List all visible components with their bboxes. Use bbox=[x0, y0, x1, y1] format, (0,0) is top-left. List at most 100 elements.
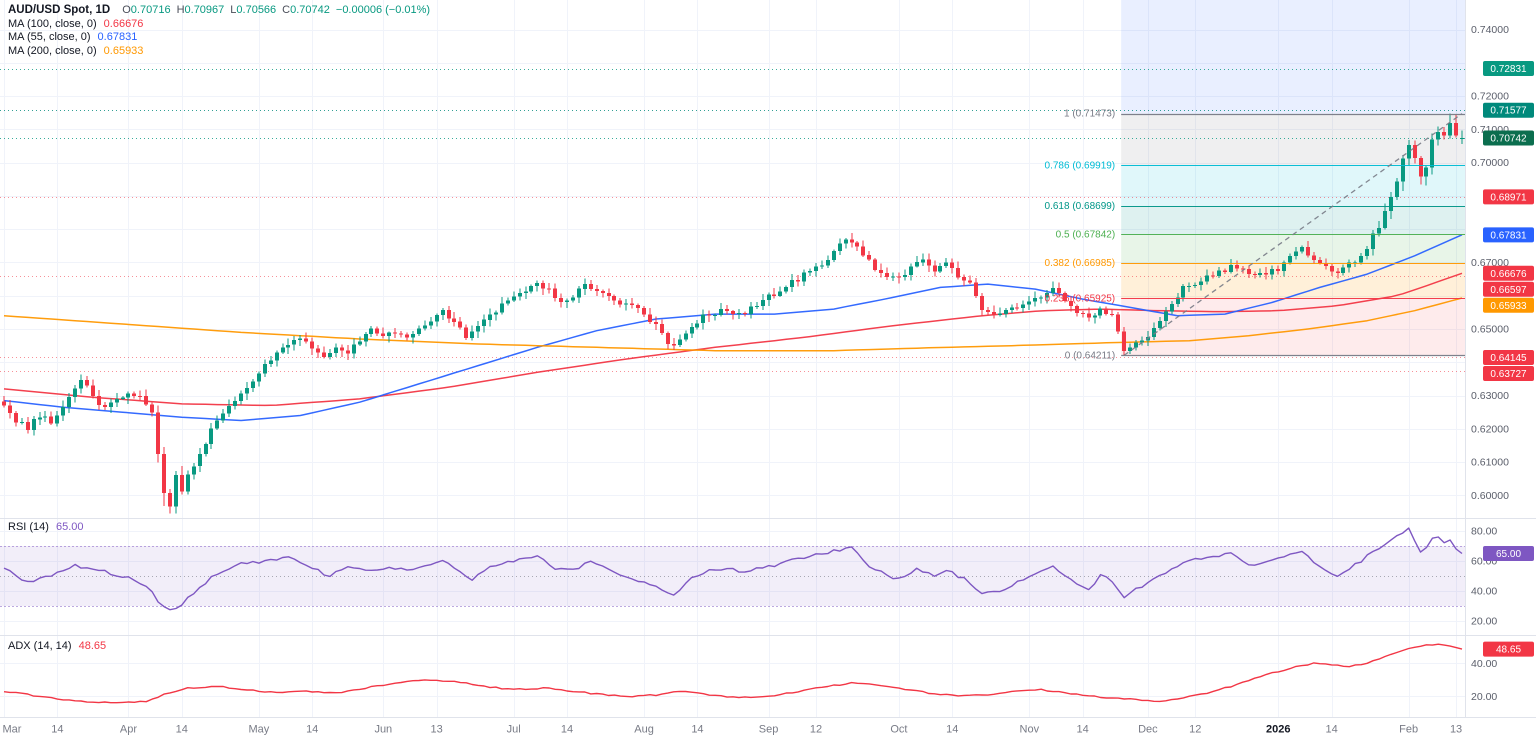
time-label: Aug bbox=[634, 724, 654, 736]
time-label: 14 bbox=[691, 724, 703, 736]
rsi-tick: 40.00 bbox=[1471, 586, 1497, 598]
price-label-text: 0.64145 bbox=[1490, 353, 1527, 364]
time-axis[interactable]: Mar 14 Apr 14 May 14 Jun 13 Jul 14 Aug 14 Sep 12 Oct 14… bbox=[0, 717, 1536, 740]
ohlc-low-label: L bbox=[230, 4, 237, 16]
adx-line bbox=[3, 643, 1463, 704]
price-label-badge bbox=[1483, 61, 1534, 77]
adx-legend[interactable]: ADX (14, 14) 48.65 bbox=[8, 640, 106, 654]
price-tick: 0.62000 bbox=[1471, 423, 1509, 435]
time-label: Oct bbox=[890, 724, 907, 736]
price-label-badge bbox=[1483, 365, 1534, 381]
price-label-text: 0.72831 bbox=[1490, 64, 1527, 75]
indicator-legend-ma200[interactable]: MA (200, close, 0) 0.65933 bbox=[8, 45, 430, 59]
time-label: 14 bbox=[561, 724, 573, 736]
price-label-badge bbox=[1483, 641, 1534, 657]
rsi-value: 65.00 bbox=[55, 521, 84, 533]
time-label: 14 bbox=[1077, 724, 1089, 736]
indicator-legend-ma100[interactable]: MA (100, close, 0) 0.66676 bbox=[8, 18, 430, 32]
candles-layer bbox=[2, 113, 1464, 514]
time-label: 14 bbox=[1325, 724, 1337, 736]
price-label-badge bbox=[1483, 189, 1534, 205]
time-label: Mar bbox=[3, 724, 22, 736]
ohlc-close-value: 0.70742 bbox=[290, 4, 330, 16]
ohlc-open-label: O bbox=[122, 4, 131, 16]
price-label-text: 0.67831 bbox=[1490, 230, 1527, 241]
rsi-tick: 20.00 bbox=[1471, 616, 1497, 628]
rsi-legend[interactable]: RSI (14) 65.00 bbox=[8, 521, 84, 535]
symbol-title[interactable]: AUD/USD Spot, 1D bbox=[8, 4, 111, 16]
adx-tick: 20.00 bbox=[1471, 691, 1497, 703]
time-label: Dec bbox=[1138, 724, 1158, 736]
ohlc-close-label: C bbox=[282, 4, 291, 16]
price-label-text: 0.70742 bbox=[1490, 133, 1527, 144]
fib-level-label: 0.236 (0.65925) bbox=[1045, 293, 1116, 304]
time-label: 14 bbox=[306, 724, 318, 736]
fib-retracement-layer[interactable]: 1 (0.71473) 0.786 (0.69919) 0.618 (0.68699… bbox=[1045, 109, 1465, 362]
adx-label: ADX (14, 14) bbox=[8, 640, 72, 652]
time-label: Jun bbox=[374, 724, 392, 736]
fib-level-label: 0.382 (0.66985) bbox=[1045, 258, 1116, 269]
price-label-text: 0.66597 bbox=[1490, 285, 1527, 296]
indicator-value: 0.67831 bbox=[97, 31, 138, 43]
price-tick: 0.63000 bbox=[1471, 390, 1509, 402]
ma-line bbox=[3, 297, 1463, 352]
price-tick: 0.74000 bbox=[1471, 24, 1509, 36]
price-label-badge bbox=[1483, 227, 1534, 243]
time-label: 12 bbox=[810, 724, 822, 736]
fib-level-label: 0.618 (0.68699) bbox=[1045, 201, 1116, 212]
symbol-row[interactable]: AUD/USD Spot, 1D O0.70716 H0.70967 L0.70566… bbox=[8, 4, 430, 18]
ma-line bbox=[3, 272, 1463, 407]
price-tick: 0.60000 bbox=[1471, 490, 1509, 502]
price-label-badge bbox=[1483, 281, 1534, 297]
indicator-label: MA (200, close, 0) bbox=[8, 44, 97, 57]
change-readout: −0.00006 (−0.01%) bbox=[335, 4, 431, 16]
price-label-badge bbox=[1483, 265, 1534, 281]
price-label-text: 0.68971 bbox=[1490, 192, 1527, 203]
price-label-text: 48.65 bbox=[1496, 645, 1521, 656]
indicator-legend-ma55[interactable]: MA (55, close, 0) 0.67831 bbox=[8, 31, 430, 45]
indicator-label: MA (100, close, 0) bbox=[8, 17, 97, 30]
time-label: Sep bbox=[759, 724, 779, 736]
fib-level-label: 1 (0.71473) bbox=[1064, 109, 1115, 120]
time-label: 12 bbox=[1189, 724, 1201, 736]
rsi-label: RSI (14) bbox=[8, 521, 49, 533]
time-label: Feb bbox=[1399, 724, 1418, 736]
price-label-text: 0.63727 bbox=[1490, 369, 1527, 380]
price-tick: 0.70000 bbox=[1471, 157, 1509, 169]
price-tick: 0.65000 bbox=[1471, 324, 1509, 336]
indicator-value: 0.66676 bbox=[103, 17, 144, 30]
ohlc-low-value: 0.70566 bbox=[236, 4, 277, 16]
rsi-tick: 80.00 bbox=[1471, 526, 1497, 538]
indicator-label: MA (55, close, 0) bbox=[8, 31, 91, 43]
fib-bands-layer bbox=[1121, 0, 1465, 356]
time-label: 2026 bbox=[1266, 724, 1290, 736]
price-label-text: 0.65933 bbox=[1490, 301, 1527, 312]
time-label: 14 bbox=[946, 724, 958, 736]
time-label: 14 bbox=[176, 724, 188, 736]
time-label: 13 bbox=[1450, 724, 1462, 736]
time-label: May bbox=[248, 724, 269, 736]
ohlc-readout: O0.70716 H0.70967 L0.70566 C0.70742 −0.00006… bbox=[116, 4, 430, 16]
price-lines-layer bbox=[0, 69, 1465, 372]
fib-level-label: 0.786 (0.69919) bbox=[1045, 160, 1116, 171]
ohlc-open-value: 0.70716 bbox=[130, 4, 171, 16]
price-label-badge bbox=[1483, 297, 1534, 313]
price-label-text: 0.71577 bbox=[1490, 106, 1527, 117]
price-label-text: 65.00 bbox=[1496, 549, 1521, 560]
grid-layer bbox=[0, 0, 1465, 717]
fib-level-label: 0 (0.64211) bbox=[1065, 350, 1115, 361]
time-label: Apr bbox=[120, 724, 137, 736]
time-label: Jul bbox=[507, 724, 521, 736]
time-label: Nov bbox=[1020, 724, 1040, 736]
indicator-value: 0.65933 bbox=[103, 44, 144, 57]
ohlc-high-label: H bbox=[176, 4, 185, 16]
time-label: 14 bbox=[51, 724, 63, 736]
price-tick: 0.72000 bbox=[1471, 91, 1509, 103]
ohlc-high-value: 0.70967 bbox=[184, 4, 225, 16]
rsi-line bbox=[3, 527, 1463, 611]
adx-tick: 40.00 bbox=[1471, 658, 1497, 670]
adx-value: 48.65 bbox=[78, 640, 107, 652]
price-label-badge bbox=[1483, 102, 1534, 118]
price-label-badge bbox=[1483, 546, 1534, 561]
